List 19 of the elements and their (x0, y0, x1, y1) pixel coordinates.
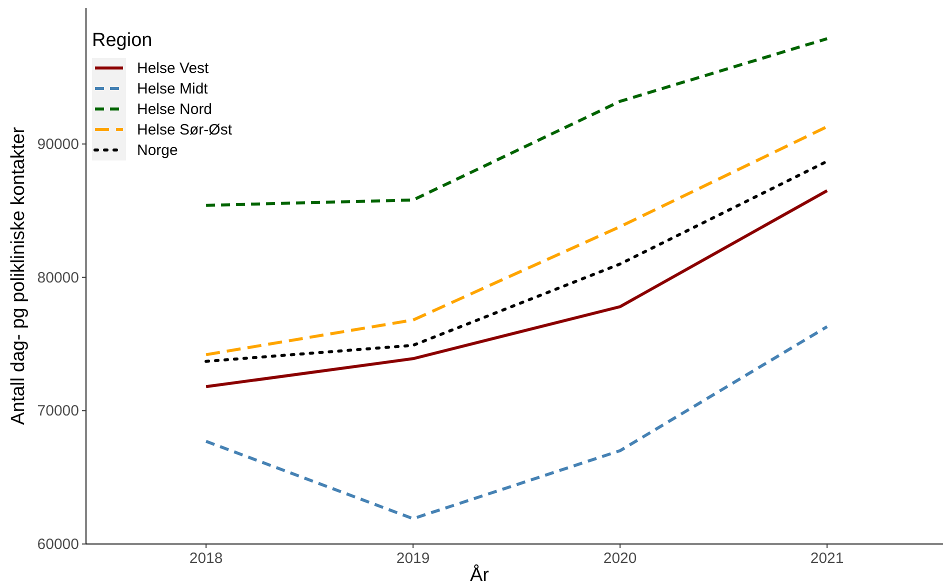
y-tick-label: 80000 (37, 269, 79, 286)
x-tick-label: 2018 (189, 550, 223, 567)
y-tick-label: 90000 (37, 136, 79, 153)
legend-title: Region (92, 30, 152, 51)
legend-label: Helse Nord (137, 101, 212, 118)
legend-label: Helse Vest (137, 60, 210, 77)
line-series (204, 325, 829, 520)
line-series (204, 160, 829, 363)
x-axis-title: År (470, 564, 490, 585)
x-tick-label: 2019 (396, 550, 430, 567)
legend-label: Norge (137, 142, 178, 159)
legend-label: Helse Sør-Øst (137, 122, 233, 138)
y-tick-label: 70000 (37, 402, 79, 420)
x-tick-label: 2020 (603, 550, 637, 567)
x-tick-label: 2021 (810, 550, 844, 567)
y-axis-title: Antall dag- pg polikliniske kontakter (8, 126, 29, 425)
y-tick-label: 60000 (37, 536, 79, 553)
legend-label: Helse Midt (137, 80, 209, 98)
line-series (204, 189, 829, 388)
